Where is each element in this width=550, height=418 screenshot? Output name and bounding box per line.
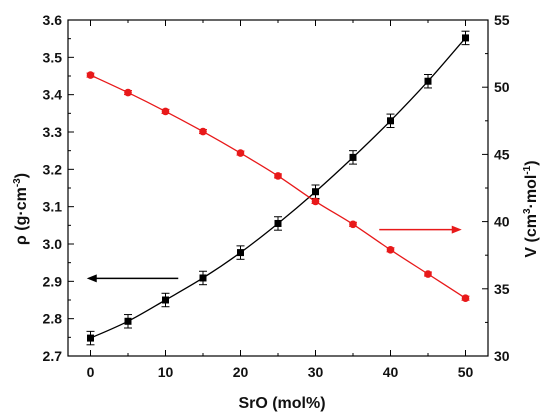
x-tick-label: 40 <box>383 364 399 380</box>
x-tick-label: 10 <box>158 364 174 380</box>
x-axis: 0 10 20 30 40 50 <box>87 20 474 380</box>
data-point <box>311 197 320 206</box>
series-line <box>90 37 466 339</box>
plot-frame <box>67 19 489 357</box>
data-point <box>461 294 470 303</box>
molar-volume-series <box>86 71 470 303</box>
y-right-tick-label: 30 <box>494 348 510 364</box>
y-right-tick-label: 40 <box>494 214 510 230</box>
series-group <box>86 30 470 346</box>
data-point <box>161 107 170 116</box>
data-point <box>86 71 95 79</box>
data-point <box>124 317 132 325</box>
y-right-title-main: V (cm <box>523 214 540 258</box>
data-point <box>124 88 132 97</box>
data-point <box>87 334 94 342</box>
data-point <box>462 34 469 42</box>
data-point <box>199 274 207 282</box>
arrow-head <box>86 274 97 283</box>
density-series <box>86 30 470 346</box>
y-right-tick-label: 50 <box>494 79 510 95</box>
y-left-tick-label: 3.3 <box>43 124 63 140</box>
y-axis-left-title: ρ (g·cm-3) <box>12 173 30 245</box>
y-left-tick-label: 3.2 <box>43 161 63 177</box>
series-line <box>90 74 466 299</box>
data-point <box>312 188 319 196</box>
y-left-tick-label: 2.8 <box>43 311 63 327</box>
y-left-tick-label: 3.5 <box>43 49 63 65</box>
x-tick-label: 30 <box>308 364 324 380</box>
data-point <box>387 117 394 125</box>
x-tick-label: 0 <box>87 364 95 380</box>
data-point <box>424 270 432 278</box>
y-right-title-mid: ·mol <box>523 175 540 209</box>
data-point <box>349 220 357 229</box>
y-right-tick-label: 55 <box>494 12 510 28</box>
y-left-tick-label: 2.9 <box>43 273 63 289</box>
y-left-tick-label: 3.6 <box>43 12 63 28</box>
data-point <box>386 246 395 254</box>
y-axis-right-title: V (cm3·mol-1) <box>522 160 540 257</box>
y-axis-right: 30 35 40 45 50 55 <box>482 12 510 364</box>
x-tick-label: 50 <box>458 364 474 380</box>
y-left-tick-label: 2.7 <box>43 348 63 364</box>
arrow-to-right-axis <box>379 225 462 234</box>
data-point <box>274 219 282 227</box>
annotations <box>86 225 462 283</box>
data-point <box>274 172 282 180</box>
data-point <box>237 249 244 257</box>
y-axis-left: 2.7 2.8 2.9 3.0 3.1 3.2 3.3 3.4 3.5 3.6 <box>43 12 74 364</box>
data-point <box>236 149 245 157</box>
y-left-tick-label: 3.0 <box>43 236 63 252</box>
data-point <box>424 77 432 85</box>
y-left-title-tail: ) <box>13 173 30 178</box>
data-point <box>199 127 207 136</box>
x-tick-label: 20 <box>233 364 249 380</box>
y-right-tick-label: 35 <box>494 281 510 297</box>
arrow-head <box>451 225 462 234</box>
x-axis-title: SrO (mol%) <box>238 395 325 412</box>
plot-border <box>67 19 489 357</box>
y-right-title-sup1: 3 <box>522 208 533 214</box>
y-left-title-sup: -3 <box>12 178 23 187</box>
y-left-tick-label: 3.1 <box>43 199 63 215</box>
y-right-tick-label: 45 <box>494 146 510 162</box>
arrow-to-left-axis <box>86 274 179 283</box>
data-point <box>349 153 357 161</box>
y-left-tick-label: 3.4 <box>43 87 63 103</box>
y-right-title-tail: ) <box>523 160 540 165</box>
y-right-title-sup2: -1 <box>522 165 533 174</box>
y-left-title-main: ρ (g·cm <box>13 187 30 245</box>
data-point <box>162 296 169 304</box>
